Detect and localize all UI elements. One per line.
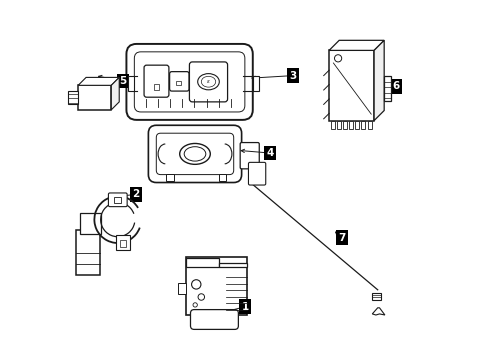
Circle shape xyxy=(198,294,204,300)
Bar xyxy=(114,197,121,203)
Bar xyxy=(153,84,159,90)
Text: 7: 7 xyxy=(337,233,345,243)
Bar xyxy=(384,76,390,101)
Circle shape xyxy=(334,55,341,62)
FancyBboxPatch shape xyxy=(148,125,241,183)
Bar xyxy=(80,213,101,234)
Bar xyxy=(343,121,346,129)
Bar xyxy=(186,257,246,315)
Bar xyxy=(78,85,111,110)
Bar xyxy=(127,76,134,91)
Text: 2: 2 xyxy=(132,189,139,199)
FancyBboxPatch shape xyxy=(240,143,259,169)
Bar xyxy=(218,174,225,181)
Bar xyxy=(186,258,219,267)
Bar xyxy=(166,174,173,181)
Ellipse shape xyxy=(201,76,215,87)
FancyBboxPatch shape xyxy=(156,133,233,175)
Bar xyxy=(355,121,359,129)
Text: 6: 6 xyxy=(391,81,399,91)
Bar xyxy=(176,81,181,85)
Text: 3: 3 xyxy=(289,71,296,81)
FancyBboxPatch shape xyxy=(169,72,189,91)
FancyBboxPatch shape xyxy=(134,52,244,112)
Polygon shape xyxy=(111,77,119,110)
Ellipse shape xyxy=(184,147,205,161)
Text: 4: 4 xyxy=(265,148,273,158)
Bar xyxy=(336,121,340,129)
Bar xyxy=(367,121,371,129)
FancyBboxPatch shape xyxy=(189,62,227,102)
Bar xyxy=(116,235,130,250)
Bar xyxy=(76,230,100,275)
Polygon shape xyxy=(371,308,384,315)
FancyBboxPatch shape xyxy=(248,162,265,185)
Bar xyxy=(330,121,334,129)
Circle shape xyxy=(193,303,197,307)
FancyBboxPatch shape xyxy=(144,65,168,97)
Text: 1: 1 xyxy=(241,302,248,312)
Bar xyxy=(371,293,381,300)
Bar xyxy=(219,263,246,267)
Text: 5: 5 xyxy=(119,76,126,86)
Bar xyxy=(120,240,126,247)
FancyBboxPatch shape xyxy=(108,193,127,207)
Bar xyxy=(328,50,373,121)
FancyBboxPatch shape xyxy=(190,310,238,329)
Ellipse shape xyxy=(197,74,219,90)
Bar xyxy=(348,121,352,129)
Ellipse shape xyxy=(179,144,210,164)
Polygon shape xyxy=(373,40,384,121)
Bar xyxy=(361,121,365,129)
Polygon shape xyxy=(328,40,384,50)
FancyBboxPatch shape xyxy=(126,44,252,120)
Bar xyxy=(252,76,259,91)
Polygon shape xyxy=(78,77,119,85)
Text: ε: ε xyxy=(206,78,209,84)
Bar xyxy=(178,283,186,294)
Circle shape xyxy=(191,280,201,289)
Bar xyxy=(68,91,78,104)
